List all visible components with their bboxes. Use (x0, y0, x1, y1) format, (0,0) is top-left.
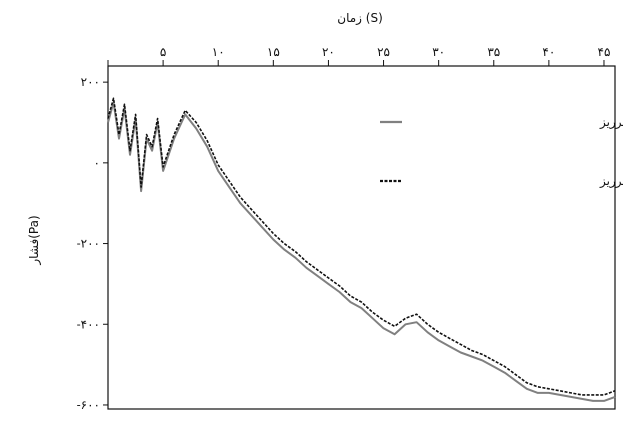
x-tick-label: ۳۰ (432, 45, 445, 59)
legend-label-2: فشار در نقطه کناری تاج سرریز (599, 174, 623, 189)
y-tick-label: -۶۰۰ (77, 398, 100, 412)
x-tick-label: ۲۵ (377, 45, 390, 59)
legend: فشار در نقطه میانی تاج سرریز فشار در نقطه… (380, 115, 623, 189)
x-tick-label: ۴۰ (542, 45, 555, 59)
x-tick-label: ۱۵ (267, 45, 280, 59)
series-line-1 (107, 101, 616, 402)
series-line-2 (107, 97, 616, 396)
x-axis-title: زمان (S) (337, 11, 383, 26)
x-tick-label: ۵ (160, 45, 166, 59)
x-tick-label: ۲۰ (322, 45, 335, 59)
y-tick-label: ۲۰۰ (81, 75, 100, 89)
legend-label-1: فشار در نقطه میانی تاج سرریز (599, 115, 623, 130)
x-tick-label: ۴۵ (598, 45, 611, 59)
x-tick-label: ۳۵ (487, 45, 500, 59)
series-layer (107, 97, 616, 402)
y-tick-label: -۲۰۰ (77, 237, 100, 251)
x-ticks: ۵ ۱۰ ۱۵ ۲۰ ۲۵ ۳۰ ۳۵ ۴۰ ۴۵ (107, 45, 611, 66)
plot-frame (107, 65, 616, 410)
y-tick-label: ۰ (94, 156, 100, 170)
y-tick-label: -۴۰۰ (77, 317, 100, 331)
y-ticks: ۲۰۰ ۰ -۲۰۰ -۴۰۰ -۶۰۰ (77, 75, 108, 412)
x-tick-label: ۱۰ (212, 45, 225, 59)
y-axis-title: فشار(Pa) (27, 215, 42, 265)
